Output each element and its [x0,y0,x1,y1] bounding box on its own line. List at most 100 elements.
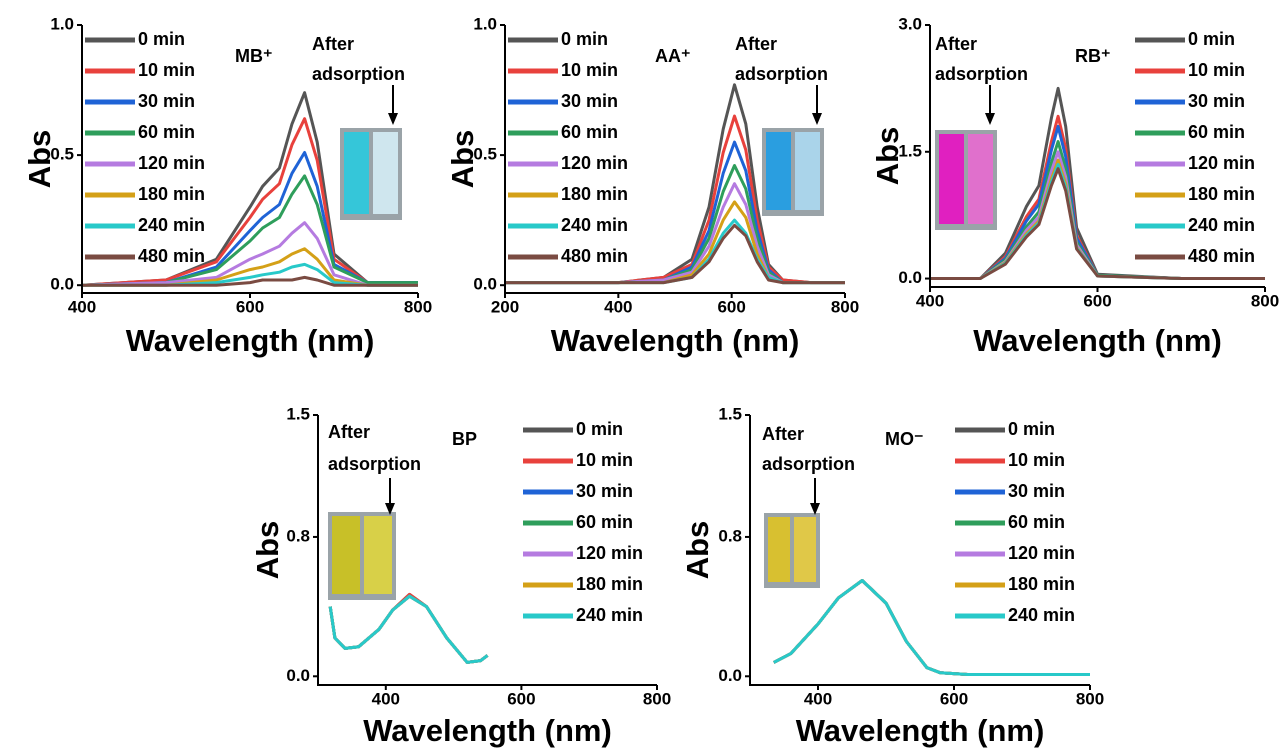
spectrum-line [330,596,487,662]
legend-label: 10 min [561,60,618,80]
y-tick-label: 0.0 [473,275,497,294]
x-tick-label: 400 [68,297,96,316]
x-tick-label: 800 [831,297,859,316]
dye-label: MO⁻ [885,429,924,449]
legend-label: 30 min [561,91,618,111]
legend-label: 30 min [1008,481,1065,501]
legend-label: 480 min [1188,246,1255,266]
vial-before [766,132,791,210]
legend-label: 60 min [138,122,195,142]
spectrum-line [774,581,1090,675]
legend-label: 480 min [138,246,205,266]
x-tick-label: 600 [1083,291,1111,310]
legend-label: 120 min [576,543,643,563]
legend-label: 60 min [576,512,633,532]
vial-after [968,134,993,224]
legend-label: 240 min [1008,605,1075,625]
y-tick-label: 1.0 [473,14,497,33]
y-axis-title: Abs [22,130,57,189]
after-label: adsorption [328,454,421,474]
legend-label: 30 min [1188,91,1245,111]
y-tick-label: 0.0 [286,666,310,685]
after-label: adsorption [312,64,405,84]
y-axis-title: Abs [250,521,285,580]
vial-before [332,516,360,594]
legend-label: 10 min [138,60,195,80]
legend-label: 120 min [1188,153,1255,173]
dye-label: BP [452,429,477,449]
vial-before [768,517,790,582]
x-tick-label: 800 [643,689,671,708]
spectrum-line [774,581,1090,675]
x-tick-label: 800 [1251,291,1279,310]
x-axis-title: Wavelength (nm) [126,323,375,358]
arrow-head [812,113,822,125]
legend-label: 60 min [561,122,618,142]
spectrum-line [330,594,487,662]
y-axis-title: Abs [870,127,905,186]
y-tick-label: 0.0 [898,268,922,287]
y-axis-title: Abs [445,130,480,189]
y-tick-label: 0.8 [286,526,310,545]
arrow-head [985,113,995,125]
x-tick-label: 600 [717,297,745,316]
legend-label: 30 min [138,91,195,111]
x-axis-title: Wavelength (nm) [363,713,612,748]
legend-label: 180 min [1188,184,1255,204]
legend-label: 0 min [576,419,623,439]
x-tick-label: 400 [604,297,632,316]
y-tick-label: 3.0 [898,14,922,33]
legend-label: 10 min [576,450,633,470]
spectrum-line [330,596,487,662]
dye-label: AA⁺ [655,46,691,66]
legend-label: 10 min [1188,60,1245,80]
x-axis-title: Wavelength (nm) [973,323,1222,358]
y-tick-label: 0.8 [718,526,742,545]
x-tick-label: 400 [804,689,832,708]
spectrum-line [774,581,1090,675]
spectrum-line [330,596,487,662]
x-axis-title: Wavelength (nm) [551,323,800,358]
legend-label: 0 min [138,29,185,49]
legend-label: 180 min [576,574,643,594]
x-tick-label: 600 [507,689,535,708]
legend-label: 240 min [138,215,205,235]
after-label: adsorption [935,64,1028,84]
vial-after [794,517,816,582]
spectrum-line [330,594,487,662]
legend-label: 240 min [561,215,628,235]
legend-label: 60 min [1008,512,1065,532]
legend-label: 180 min [1008,574,1075,594]
x-tick-label: 800 [1076,689,1104,708]
spectrum-line [82,249,418,285]
legend-label: 60 min [1188,122,1245,142]
x-tick-label: 200 [491,297,519,316]
legend-label: 0 min [1188,29,1235,49]
legend-label: 120 min [561,153,628,173]
legend-label: 120 min [1008,543,1075,563]
after-label: After [312,34,354,54]
legend-label: 10 min [1008,450,1065,470]
y-tick-label: 1.0 [50,14,74,33]
x-tick-label: 400 [916,291,944,310]
spectrum-line [774,581,1090,675]
y-tick-label: 0.0 [50,275,74,294]
after-label: After [762,424,804,444]
x-tick-label: 600 [940,689,968,708]
y-tick-label: 1.5 [286,404,310,423]
spectrum-line [330,596,487,662]
x-tick-label: 400 [372,689,400,708]
x-tick-label: 600 [236,297,264,316]
vial-after [364,516,392,594]
legend-label: 180 min [561,184,628,204]
spectrum-line [330,596,487,662]
vial-before [939,134,964,224]
legend-label: 0 min [1008,419,1055,439]
after-label: After [328,422,370,442]
spectrum-line [774,581,1090,675]
legend-label: 120 min [138,153,205,173]
legend-label: 180 min [138,184,205,204]
after-label: After [935,34,977,54]
legend-label: 240 min [576,605,643,625]
after-label: adsorption [762,454,855,474]
